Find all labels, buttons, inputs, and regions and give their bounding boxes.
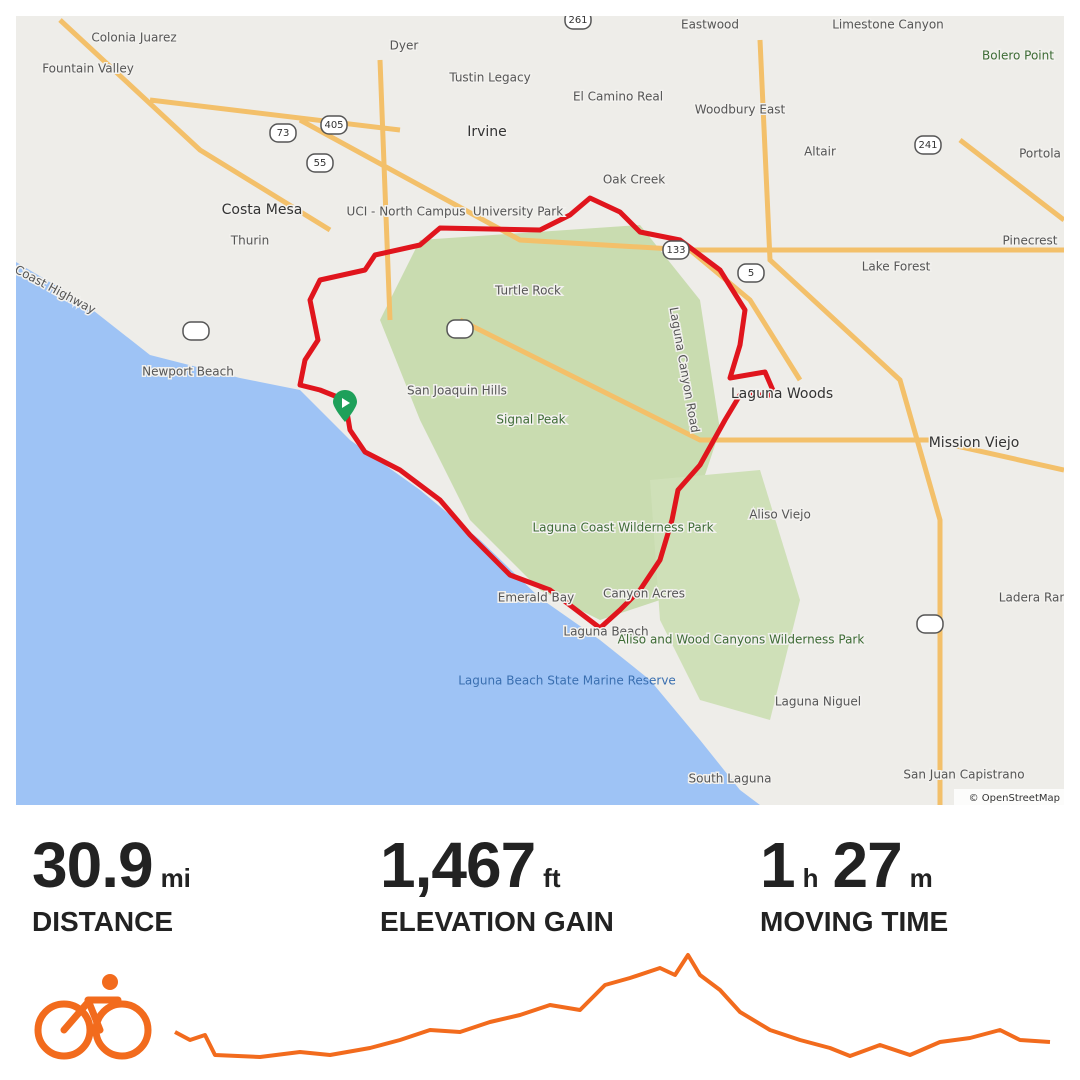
road-shield <box>916 614 944 634</box>
attribution-bg <box>954 789 1064 805</box>
map-label: Mission Viejo <box>929 435 1020 451</box>
road-number: 405 <box>324 120 343 131</box>
road-shield <box>306 153 334 173</box>
stat-label: DISTANCE <box>32 906 174 937</box>
map-label: Laguna Beach State Marine Reserve <box>458 674 676 688</box>
stat-unit: h <box>802 863 819 893</box>
road-number: 261 <box>568 15 587 26</box>
start-icon <box>342 398 350 408</box>
map-label: Ladera Ranch <box>999 591 1080 605</box>
route <box>297 195 778 631</box>
stat-value: 1,467 <box>380 829 536 901</box>
map-label: Bolero Point <box>982 49 1054 63</box>
map-label: Laguna Woods <box>731 386 833 402</box>
map-label: Colonia Juarez <box>91 31 176 45</box>
map-label: Limestone Canyon <box>832 18 944 32</box>
stat-unit: ft <box>543 863 561 893</box>
road-shield <box>182 321 210 341</box>
map-label: Canyon Acres <box>603 587 685 601</box>
road-shield <box>564 16 592 30</box>
map-label: UCI - North Campus <box>347 205 466 219</box>
map-label: South Laguna <box>689 772 772 786</box>
map-label: Fountain Valley <box>42 62 134 76</box>
map-label: Newport Beach <box>142 365 234 379</box>
park <box>650 470 800 720</box>
map-label: Lake Forest <box>862 260 931 274</box>
road-number: 55 <box>314 158 327 169</box>
elevation-profile <box>174 953 1051 1059</box>
map-label: Portola <box>1019 147 1061 161</box>
stat-label: ELEVATION GAIN <box>380 906 614 937</box>
attribution: © OpenStreetMap <box>969 793 1060 804</box>
stat-label: MOVING TIME <box>760 906 949 937</box>
road-shield <box>320 115 348 135</box>
map-label: San Joaquin Hills <box>407 384 507 398</box>
map-label: Laguna Coast Wilderness Park <box>532 521 713 535</box>
stat-elevation: 1,467 ft ELEVATION GAIN <box>380 828 614 938</box>
road-number: 133 <box>666 245 685 256</box>
road-shield <box>269 123 297 143</box>
map-label: Laguna Niguel <box>775 695 861 709</box>
stat-value: 1 <box>760 829 796 901</box>
map-label: Costa Mesa <box>222 202 303 218</box>
road-number: 241 <box>918 140 937 151</box>
map-label: Eastwood <box>681 18 739 32</box>
road-shield <box>662 240 690 260</box>
map-label: El Camino Real <box>573 90 663 104</box>
stat-unit: m <box>909 863 933 893</box>
map-label: Tustin Legacy <box>448 71 530 85</box>
map-label: Turtle Rock <box>494 284 561 298</box>
map-label: Aliso Viejo <box>749 508 811 522</box>
ocean <box>16 262 760 805</box>
stat-unit: mi <box>160 863 191 893</box>
road-shield <box>914 135 942 155</box>
map-label: San Juan Capistrano <box>903 768 1024 782</box>
map-label: Woodbury East <box>695 103 786 117</box>
road-number: 5 <box>748 268 754 279</box>
map-label: Laguna Beach <box>563 625 648 639</box>
stat-value: 27 <box>832 829 902 901</box>
map-label: Oak Creek <box>603 173 665 187</box>
map-label: Dyer <box>390 39 419 53</box>
map-label: University Park <box>473 205 563 219</box>
map-label: Signal Peak <box>496 413 565 427</box>
stat-time: 1 h 27 m MOVING TIME <box>760 828 948 938</box>
stat-distance: 30.9 mi DISTANCE <box>32 828 205 938</box>
map-label: Pinecrest <box>1003 234 1058 248</box>
road-shield <box>446 319 474 339</box>
map-label: Irvine <box>467 124 507 140</box>
stat-value: 30.9 <box>32 829 154 901</box>
road-number: 73 <box>277 128 290 139</box>
map-label: Thurin <box>230 234 269 248</box>
highways <box>58 18 1064 805</box>
map-label: Aliso and Wood Canyons Wilderness Park <box>618 633 865 647</box>
map-label: Altair <box>804 145 836 159</box>
road-shield <box>737 263 765 283</box>
cyclist-icon <box>34 974 152 1060</box>
map-label: Emerald Bay <box>498 591 574 605</box>
